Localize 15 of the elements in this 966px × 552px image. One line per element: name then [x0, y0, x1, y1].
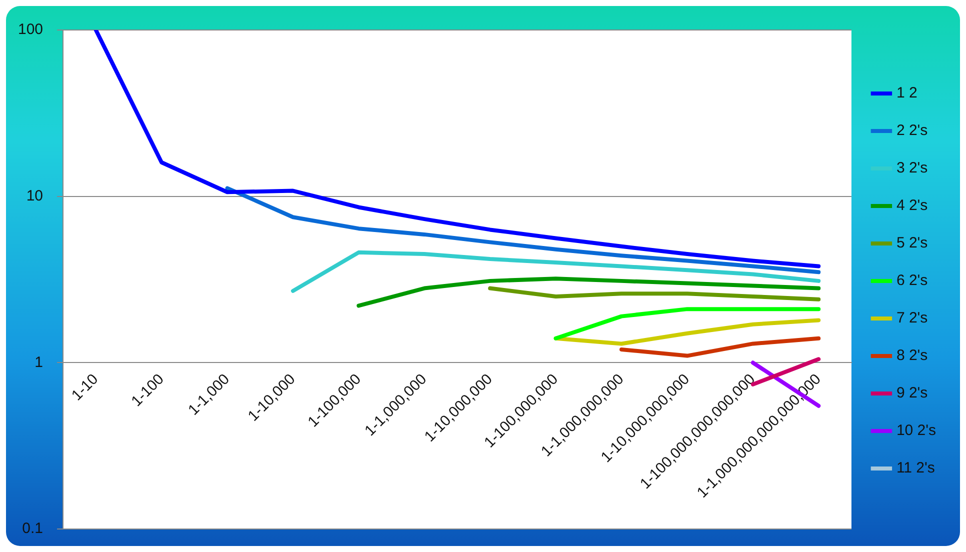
legend-label: 7 2's — [896, 310, 928, 327]
legend-label: 1 2 — [896, 84, 918, 102]
legend-label: 6 2's — [896, 272, 928, 290]
legend-label: 2 2's — [896, 122, 928, 140]
y-tick-label: 0.1 — [22, 520, 44, 538]
legend-label: 10 2's — [896, 422, 936, 440]
legend-label: 9 2's — [896, 384, 928, 402]
y-tick-label: 100 — [18, 21, 44, 38]
legend-label: 11 2's — [896, 460, 935, 477]
legend-label: 5 2's — [896, 234, 928, 252]
y-tick-label: 10 — [26, 187, 44, 204]
legend-label: 4 2's — [896, 197, 928, 214]
legend-label: 3 2's — [896, 160, 928, 177]
legend-label: 8 2's — [896, 347, 928, 364]
y-tick-label: 1 — [34, 354, 44, 371]
